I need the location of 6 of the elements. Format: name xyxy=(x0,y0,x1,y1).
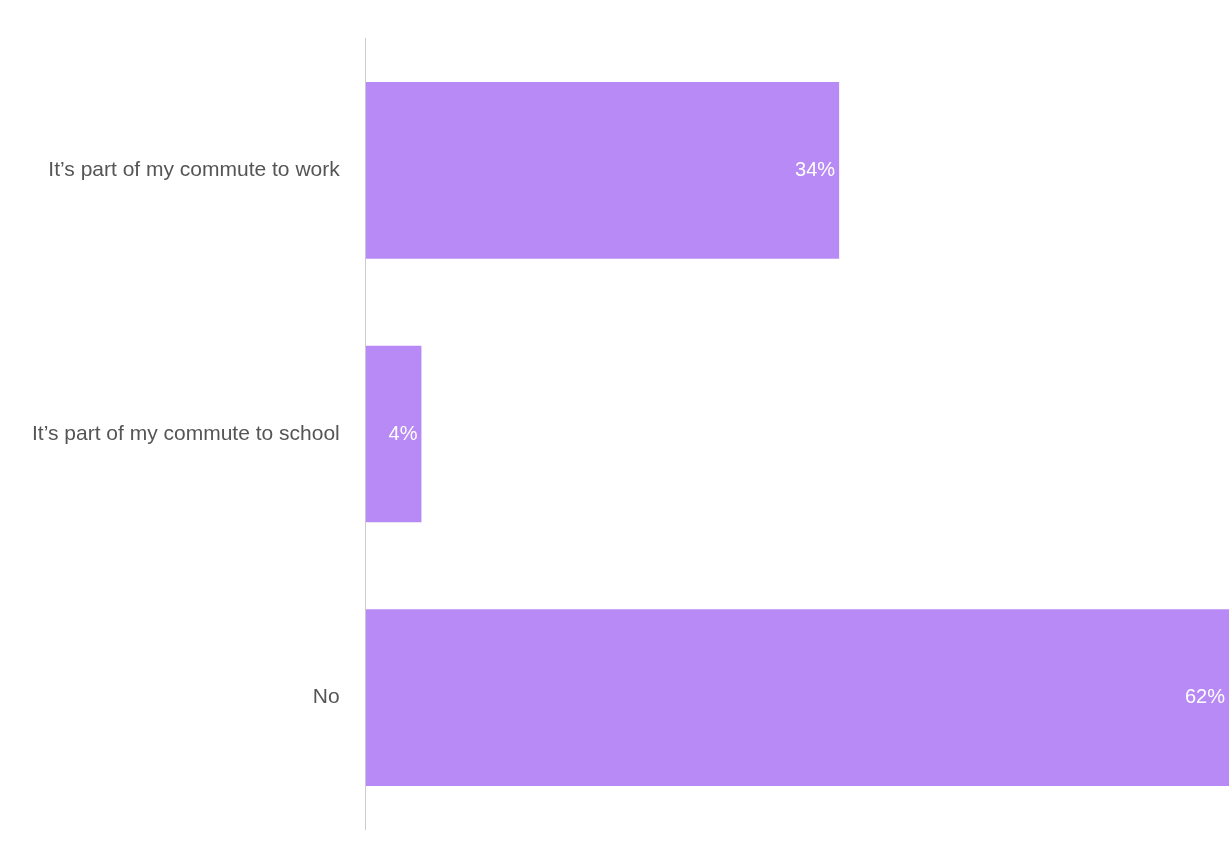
y-tick-label: No xyxy=(312,684,340,708)
data-label: 34% xyxy=(795,157,836,180)
data-label: 62% xyxy=(1184,685,1226,708)
y-tick-label: It’s part of my commute to work xyxy=(48,157,341,181)
y-tick-label: It’s part of my commute to school xyxy=(32,420,340,444)
data-label: 4% xyxy=(388,421,418,444)
